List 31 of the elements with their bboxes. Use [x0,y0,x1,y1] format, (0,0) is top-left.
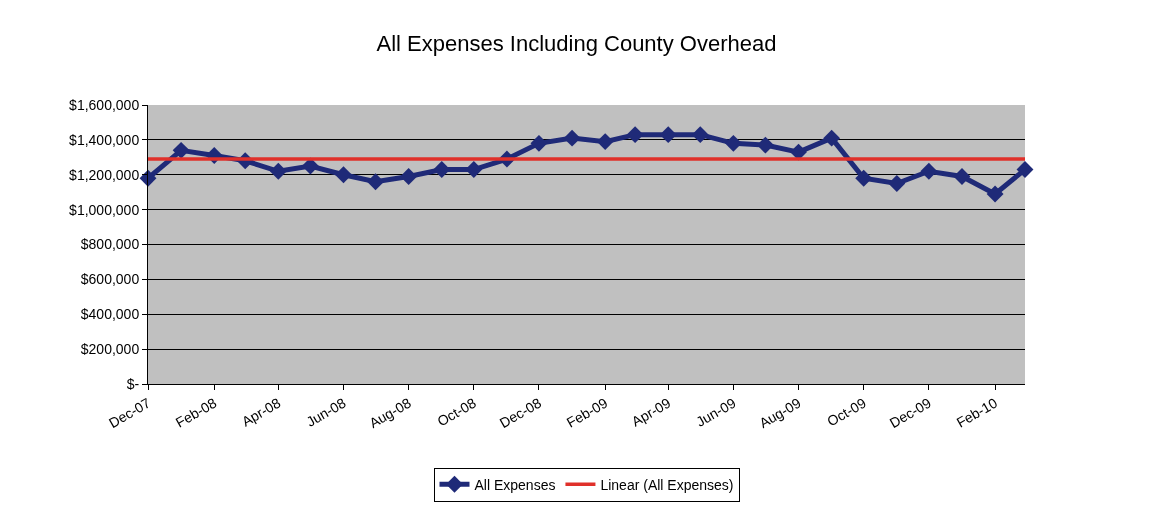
point [953,168,971,185]
point [855,169,873,187]
chart-title: All Expenses Including County Overhead [376,31,777,57]
point [400,168,418,185]
y-tick-label: $800,000 [80,236,140,253]
y-tick-label: $1,600,000 [69,96,140,113]
y-tick-label: $1,000,000 [69,201,140,218]
y-tick-label: $400,000 [80,306,140,323]
point [563,129,581,147]
point [530,134,548,152]
point [888,175,906,192]
point [626,126,644,144]
point [139,169,157,187]
point [920,162,938,180]
point [172,141,190,159]
point [659,126,677,144]
point [986,185,1004,203]
legend-label: Linear (All Expenses) [600,476,734,493]
point [1016,161,1034,178]
y-tick-label: $1,400,000 [69,131,140,148]
legend-label: All Expenses [474,476,556,493]
y-tick-label: $- [126,375,140,392]
point [367,173,384,191]
point [335,166,352,184]
point [596,133,614,151]
point [724,134,742,152]
point [823,129,841,147]
y-tick-label: $1,200,000 [69,166,140,183]
y-tick-label: $200,000 [80,341,140,358]
point [269,162,287,180]
y-tick-label: $600,000 [80,271,140,288]
